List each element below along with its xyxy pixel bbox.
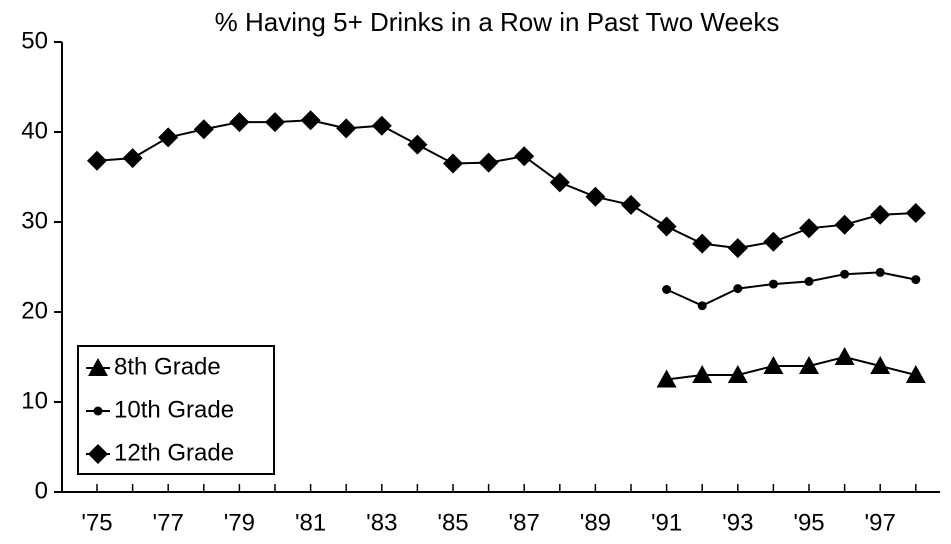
y-tick-label: 20	[21, 297, 48, 324]
marker-diamond	[478, 152, 499, 173]
marker-circle	[733, 284, 743, 294]
marker-circle	[840, 269, 850, 279]
marker-triangle	[656, 369, 677, 388]
marker-diamond	[371, 115, 392, 136]
marker-triangle	[763, 356, 784, 374]
marker-diamond	[300, 110, 321, 131]
marker-triangle	[727, 365, 748, 383]
marker-diamond	[88, 444, 108, 464]
marker-diamond	[799, 218, 819, 239]
marker-diamond	[514, 146, 535, 167]
marker-circle	[875, 267, 885, 277]
marker-diamond	[443, 153, 463, 174]
x-tick-label: '95	[793, 509, 824, 536]
marker-circle	[697, 301, 707, 311]
marker-diamond	[834, 214, 855, 235]
marker-diamond	[549, 172, 570, 193]
marker-diamond	[692, 233, 713, 254]
marker-diamond	[656, 216, 677, 237]
x-tick-label: '97	[865, 509, 896, 536]
y-tick-label: 50	[21, 27, 48, 54]
x-tick-label: '77	[153, 509, 184, 536]
marker-circle	[662, 285, 672, 294]
marker-diamond	[407, 134, 428, 155]
marker-diamond	[229, 112, 250, 133]
legend-label: 8th Grade	[114, 353, 221, 380]
x-tick-label: '89	[580, 509, 611, 536]
x-tick-label: '85	[437, 509, 468, 536]
marker-diamond	[621, 194, 641, 215]
series-line	[666, 271, 916, 307]
legend-box	[77, 345, 275, 475]
marker-triangle	[905, 365, 926, 383]
marker-diamond	[870, 204, 891, 225]
y-tick-label: 10	[21, 387, 48, 414]
marker-diamond	[122, 148, 143, 169]
marker-triangle	[799, 356, 819, 374]
marker-triangle	[692, 365, 713, 383]
y-tick-label: 40	[21, 117, 48, 144]
marker-diamond	[727, 238, 748, 259]
legend-label: 12th Grade	[114, 439, 234, 466]
marker-diamond	[763, 231, 784, 252]
marker-diamond	[87, 150, 107, 171]
x-tick-label: '93	[722, 509, 753, 536]
y-tick-label: 0	[35, 477, 48, 504]
x-tick-label: '79	[224, 509, 255, 536]
marker-diamond	[336, 118, 357, 139]
marker-triangle	[834, 347, 855, 365]
x-tick-label: '91	[651, 509, 682, 536]
marker-diamond	[193, 119, 214, 140]
marker-circle	[768, 279, 778, 289]
marker-circle	[804, 276, 814, 286]
marker-triangle	[870, 356, 891, 374]
y-tick-label: 30	[21, 207, 48, 234]
marker-circle	[911, 275, 921, 285]
x-tick-label: '87	[509, 509, 540, 536]
legend-label: 10th Grade	[114, 396, 234, 423]
marker-diamond	[905, 203, 926, 223]
marker-diamond	[265, 112, 285, 133]
x-tick-label: '83	[366, 509, 397, 536]
marker-circle	[93, 406, 103, 416]
series-line	[96, 119, 916, 250]
chart-title: % Having 5+ Drinks in a Row in Past Two …	[215, 7, 780, 37]
marker-triangle	[88, 358, 108, 376]
x-tick-label: '81	[295, 509, 326, 536]
x-tick-label: '75	[81, 509, 112, 536]
marker-diamond	[158, 127, 179, 148]
series-line	[666, 355, 917, 381]
marker-diamond	[585, 186, 606, 207]
